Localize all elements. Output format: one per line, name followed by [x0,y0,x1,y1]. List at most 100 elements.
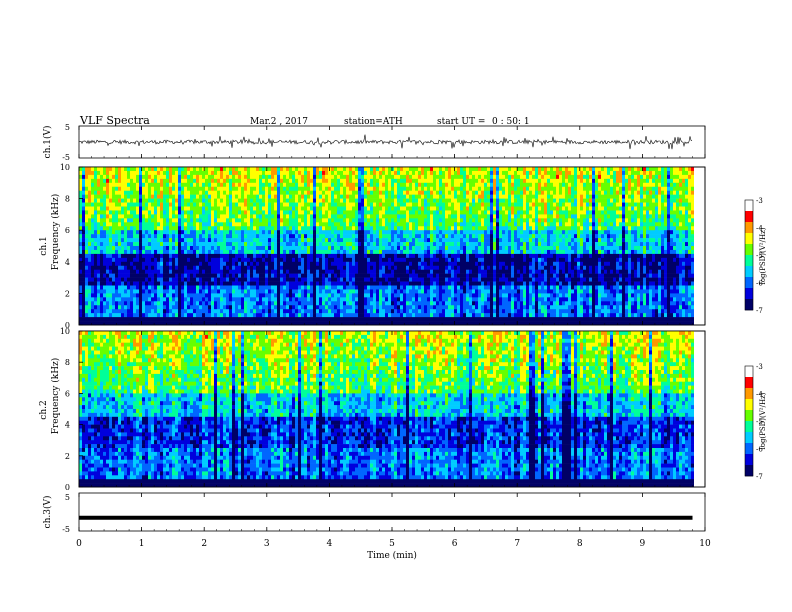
ch1-spectrogram-cell [436,230,439,235]
ch1-spectrogram-cell [427,206,430,211]
ch1-spectrogram-cell [79,218,82,223]
ch1-spectrogram-cell [124,234,127,239]
ch1-spectrogram-cell [343,190,346,195]
ch1-spectrogram-cell [190,206,193,211]
ch1-spectrogram-cell [301,301,304,306]
ch1-spectrogram-cell [112,222,115,227]
ch1-spectrogram-cell [430,210,433,215]
ch1-spectrogram-cell [235,182,238,188]
ch1-spectrogram-cell [154,210,157,215]
ch1-spectrogram-cell [301,222,304,227]
ch1-spectrogram-cell [334,309,337,314]
ch1-spectrogram-cell [112,269,115,274]
ch1-spectrogram-cell [196,305,199,310]
ch1-spectrogram-cell [403,226,406,231]
ch1-spectrogram-cell [433,238,436,243]
ch1-spectrogram-cell [406,214,409,219]
ch1-spectrogram-cell [313,281,316,286]
ch1-spectrogram-cell [295,301,298,306]
ch1-spectrogram-cell [172,309,175,314]
ch1-spectrogram-cell [211,257,214,263]
ch1-spectrogram-cell [334,246,337,251]
ch1-spectrogram-cell [316,194,319,199]
ch1-spectrogram-cell [334,206,337,211]
ch1-spectrogram-cell [319,281,322,286]
ch1-spectrogram-cell [355,281,358,286]
ch1-spectrogram-cell [325,202,328,207]
ch1-spectrogram-cell [256,289,259,294]
ch1-spectrogram-cell [307,214,310,219]
ch1-spectrogram-cell [400,301,403,306]
ch1-spectrogram-cell [229,277,232,282]
ch1-spectrogram-cell [418,178,421,184]
ch1-spectrogram-cell [415,170,418,176]
ch1-spectrogram-cell [370,301,373,306]
ch1-spectrogram-cell [286,214,289,219]
ch1-spectrogram-cell [193,289,196,294]
ch1-spectrogram-cell [376,305,379,310]
ch1-spectrogram-cell [337,242,340,247]
ch1-spectrogram-cell [169,285,172,290]
ch1-spectrogram-cell [352,222,355,227]
ch1-spectrogram-cell [433,218,436,223]
ch1-spectrogram-cell [451,238,454,243]
ch1-spectrogram-cell [316,242,319,247]
ch1-spectrogram-cell [106,218,109,223]
ch1-spectrogram-cell [256,210,259,215]
ch1-spectrogram-cell [166,305,169,310]
ch1-spectrogram-cell [187,313,190,318]
ch1-spectrogram-cell [277,182,280,188]
ch1-spectrogram-cell [226,218,229,223]
ch1-spectrogram-cell [205,182,208,188]
ch1-spectrogram-cell [187,190,190,195]
ch1-spectrogram-cell [175,210,178,215]
ch1-spectrogram-cell [274,309,277,314]
ch1-spectrogram-cell [250,170,253,176]
ch1-spectrogram-cell [418,253,421,259]
ch1-spectrogram-cell [277,297,280,302]
ch1-spectrogram-cell [115,182,118,188]
ch1-spectrogram-cell [160,202,163,207]
ch1-spectrogram-cell [358,167,361,172]
ch1-spectrogram-cell [88,182,91,188]
ch1-spectrogram-cell [406,186,409,191]
ch1-spectrogram-cell [325,317,328,322]
ch1-spectrogram-cell [202,289,205,294]
ch1-spectrogram-cell [238,317,241,322]
ch1-spectrogram-cell [349,246,352,251]
ch1-spectrogram-cell [349,214,352,219]
ch1-spectrogram-cell [184,246,187,251]
ch1-spectrogram-cell [283,289,286,294]
ch1-spectrogram-cell [109,186,112,191]
ch1-spectrogram-cell [427,265,430,270]
ch1-spectrogram-cell [304,261,307,267]
ch1-spectrogram-cell [184,178,187,184]
ch1-spectrogram-cell [310,218,313,223]
ch1-spectrogram-cell [388,277,391,282]
ch1-spectrogram-cell [283,238,286,243]
ch1-spectrogram-cell [427,305,430,310]
ch1-spectrogram-cell [121,194,124,199]
ch1-spectrogram-cell [331,222,334,227]
ch1-spectrogram-cell [148,285,151,290]
ch1-spectrogram-cell [289,253,292,259]
ch1-spectrogram-cell [445,321,448,326]
ch1-spectrogram-cell [250,285,253,290]
ch1-spectrogram-cell [217,222,220,227]
ch1-spectrogram-cell [403,222,406,227]
ch1-spectrogram-cell [253,182,256,188]
ch1-spectrogram-cell [166,249,169,255]
ch1-spectrogram-cell [91,170,94,176]
ch1-spectrogram-cell [103,297,106,302]
ch1-spectrogram-cell [112,218,115,223]
ch1-spectrogram-cell [244,226,247,231]
ch1-spectrogram-cell [421,313,424,318]
ch1-spectrogram-cell [340,309,343,314]
ch1-spectrogram-cell [340,167,343,172]
ch1-spectrogram-cell [370,238,373,243]
ch1-spectrogram-cell [325,198,328,203]
ch1-spectrogram-cell [391,174,394,180]
ch1-spectrogram-cell [151,190,154,195]
ch1-spectrogram-cell [85,249,88,255]
ch1-spectrogram-cell [340,317,343,322]
